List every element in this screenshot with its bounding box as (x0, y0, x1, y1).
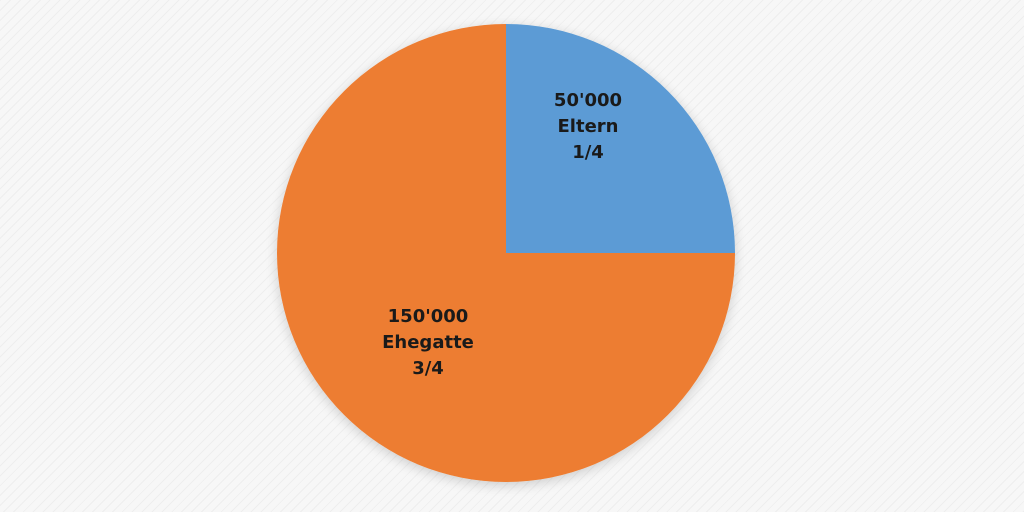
slice-label-0-line-2: 1/4 (572, 142, 604, 163)
slice-label-0: 50'000 Eltern 1/4 (554, 90, 622, 163)
slice-label-0-line-1: Eltern (558, 116, 619, 137)
slice-label-1-line-2: 3/4 (412, 358, 444, 379)
pie-slice-1 (277, 24, 735, 482)
slice-label-1-line-1: Ehegatte (382, 332, 474, 353)
slice-label-1-line-0: 150'000 (388, 306, 469, 327)
pie-labels: 50'000 Eltern 1/4 150'000 Ehegatte 3/4 (382, 90, 622, 379)
slice-label-1: 150'000 Ehegatte 3/4 (382, 306, 474, 379)
pie-slice-0 (506, 24, 735, 253)
pie-slices (277, 24, 735, 482)
slice-label-0-line-0: 50'000 (554, 90, 622, 111)
